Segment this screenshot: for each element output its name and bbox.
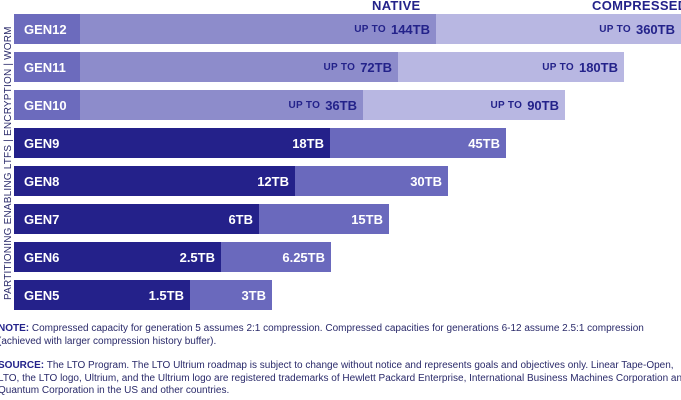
compressed-bar-gen12: UP TO 360TB <box>436 14 681 44</box>
compressed-value-label: 360TB <box>635 21 675 37</box>
native-header: NATIVE <box>372 0 421 13</box>
compressed-value-label: 180TB <box>578 59 618 75</box>
native-bar-gen10: UP TO 36TB <box>80 90 363 120</box>
compressed-value-label: 3TB <box>241 287 266 303</box>
compressed-bar-gen9: 45TB <box>330 128 506 158</box>
native-value-label: 72TB <box>360 59 392 75</box>
row-label-gen7: GEN7 <box>14 204 80 234</box>
compressed-value-label: 6.25TB <box>282 249 325 265</box>
native-bar-gen12: UP TO 144TB <box>80 14 436 44</box>
compressed-bar-gen5: 3TB <box>190 280 272 310</box>
row-label-gen6: GEN6 <box>14 242 80 272</box>
compressed-bar-gen6: 6.25TB <box>221 242 331 272</box>
native-prefix: UP TO <box>288 99 321 111</box>
note: NOTE: Compressed capacity for generation… <box>0 323 681 348</box>
compressed-prefix: UP TO <box>490 99 523 111</box>
native-value-label: 144TB <box>390 21 430 37</box>
note-label: NOTE: <box>0 323 30 334</box>
compressed-bar-gen7: 15TB <box>259 204 389 234</box>
native-value-label: 18TB <box>292 135 324 151</box>
native-bar-gen7: 6TB <box>80 204 259 234</box>
native-prefix: UP TO <box>323 61 356 73</box>
row-label-gen10: GEN10 <box>14 90 80 120</box>
native-bar-gen9: 18TB <box>80 128 330 158</box>
compressed-value-label: 15TB <box>351 211 383 227</box>
native-value-label: 36TB <box>325 97 357 113</box>
compressed-prefix: UP TO <box>599 23 631 35</box>
compressed-value-label: 30TB <box>410 173 442 189</box>
source-text: The LTO Program. The LTO Ultrium roadmap… <box>0 360 681 396</box>
native-bar-gen5: 1.5TB <box>80 280 190 310</box>
native-value-label: 1.5TB <box>148 287 184 303</box>
native-value-label: 2.5TB <box>179 249 215 265</box>
row-label-gen5: GEN5 <box>14 280 80 310</box>
native-bar-gen8: 12TB <box>80 166 295 196</box>
source-label: SOURCE: <box>0 360 45 371</box>
feature-side-label: PARTITIONING ENABLING LTFS | ENCRYPTION … <box>3 26 14 300</box>
native-bar-gen11: UP TO 72TB <box>80 52 398 82</box>
compressed-bar-gen8: 30TB <box>295 166 448 196</box>
native-prefix: UP TO <box>354 23 386 35</box>
compressed-value-label: 45TB <box>468 135 500 151</box>
row-label-gen9: GEN9 <box>14 128 80 158</box>
compressed-prefix: UP TO <box>542 61 574 73</box>
row-label-gen8: GEN8 <box>14 166 80 196</box>
compressed-bar-gen10: UP TO 90TB <box>363 90 565 120</box>
compressed-bar-gen11: UP TO 180TB <box>398 52 624 82</box>
native-bar-gen6: 2.5TB <box>80 242 221 272</box>
source: SOURCE: The LTO Program. The LTO Ultrium… <box>0 360 681 398</box>
native-value-label: 12TB <box>257 173 289 189</box>
note-text: Compressed capacity for generation 5 ass… <box>0 323 644 347</box>
native-value-label: 6TB <box>228 211 253 227</box>
row-label-gen11: GEN11 <box>14 52 80 82</box>
compressed-value-label: 90TB <box>527 97 559 113</box>
compressed-header: COMPRESSED <box>592 0 681 13</box>
row-label-gen12: GEN12 <box>14 14 80 44</box>
